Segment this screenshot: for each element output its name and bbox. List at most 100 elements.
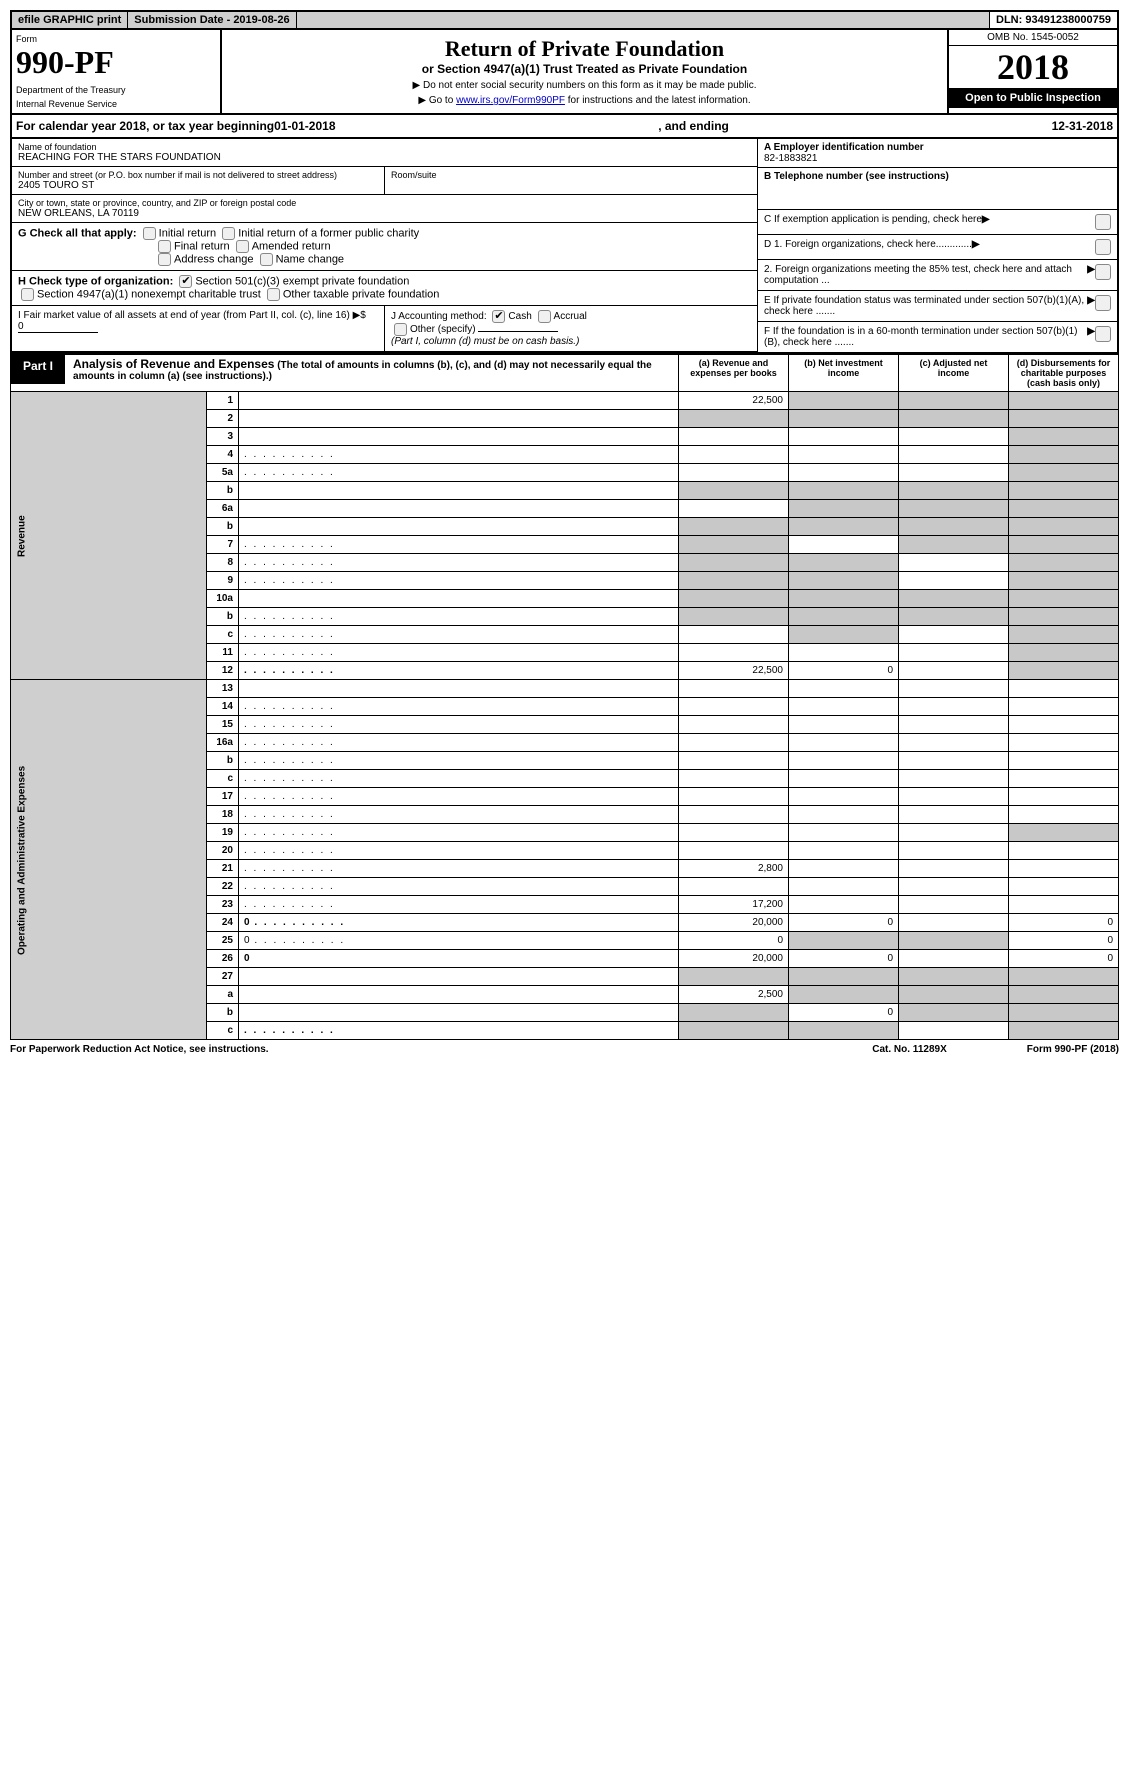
amount-cell <box>1009 716 1119 734</box>
tax-year: 2018 <box>949 46 1117 88</box>
chk-4947[interactable] <box>21 288 34 301</box>
chk-other-taxable[interactable] <box>267 288 280 301</box>
note-ssn: ▶ Do not enter social security numbers o… <box>228 80 941 91</box>
dept-treasury: Department of the Treasury <box>16 85 216 95</box>
chk-initial-former[interactable] <box>222 227 235 240</box>
amount-cell <box>1009 428 1119 446</box>
irs-link[interactable]: www.irs.gov/Form990PF <box>456 95 565 106</box>
part1-title: Analysis of Revenue and Expenses (The to… <box>65 355 678 384</box>
name-label: Name of foundation <box>18 142 751 152</box>
col-d-header: (d) Disbursements for charitable purpose… <box>1009 355 1119 392</box>
room-label: Room/suite <box>391 170 751 180</box>
amount-cell <box>1009 536 1119 554</box>
j-label: J Accounting method: <box>391 311 487 322</box>
amount-cell: 0 <box>1009 914 1119 932</box>
amount-cell <box>899 770 1009 788</box>
street-address: 2405 TOURO ST <box>18 180 378 191</box>
line-description <box>239 896 679 914</box>
calyear-pre: For calendar year 2018, or tax year begi… <box>16 119 274 133</box>
col-c-header: (c) Adjusted net income <box>899 355 1009 392</box>
ein-value: 82-1883821 <box>764 153 1111 164</box>
amount-cell <box>899 446 1009 464</box>
amount-cell <box>789 878 899 896</box>
amount-cell <box>899 1022 1009 1040</box>
line-number: 5a <box>207 464 239 482</box>
chk-accrual[interactable] <box>538 310 551 323</box>
amount-cell <box>899 482 1009 500</box>
amount-cell <box>789 500 899 518</box>
amount-cell <box>679 626 789 644</box>
line-description <box>239 824 679 842</box>
chk-d1[interactable] <box>1095 239 1111 255</box>
line-description <box>239 608 679 626</box>
line-description <box>239 464 679 482</box>
info-left: Name of foundation REACHING FOR THE STAR… <box>12 139 757 352</box>
line-description <box>239 662 679 680</box>
amount-cell <box>899 644 1009 662</box>
ein-label: A Employer identification number <box>764 142 1111 153</box>
footer-right: Form 990-PF (2018) <box>1027 1044 1119 1055</box>
amount-cell <box>789 788 899 806</box>
line-number: 14 <box>207 698 239 716</box>
line-description <box>239 446 679 464</box>
chk-initial-return[interactable] <box>143 227 156 240</box>
chk-name[interactable] <box>260 253 273 266</box>
amount-cell <box>1009 878 1119 896</box>
amount-cell <box>679 608 789 626</box>
chk-amended[interactable] <box>236 240 249 253</box>
amount-cell <box>899 464 1009 482</box>
note2-post: for instructions and the latest informat… <box>565 95 751 106</box>
omb-number: OMB No. 1545-0052 <box>949 30 1117 46</box>
opt-initial: Initial return <box>159 227 216 239</box>
amount-cell <box>789 572 899 590</box>
line-description: 0 <box>239 914 679 932</box>
amount-cell <box>1009 608 1119 626</box>
amount-cell <box>789 554 899 572</box>
line-description <box>239 878 679 896</box>
line-description <box>239 518 679 536</box>
note2-pre: ▶ Go to <box>418 95 456 106</box>
amount-cell <box>679 770 789 788</box>
opt-other-tax: Other taxable private foundation <box>283 288 440 300</box>
line-description <box>239 644 679 662</box>
amount-cell: 22,500 <box>679 662 789 680</box>
chk-c[interactable] <box>1095 214 1111 230</box>
line-number: 2 <box>207 410 239 428</box>
line-number: 11 <box>207 644 239 662</box>
table-row: Revenue122,500 <box>11 392 1119 410</box>
street-cell: Number and street (or P.O. box number if… <box>12 167 384 195</box>
chk-501c3[interactable] <box>179 275 192 288</box>
chk-d2[interactable] <box>1095 264 1111 280</box>
chk-f[interactable] <box>1095 326 1111 342</box>
line-number: 27 <box>207 968 239 986</box>
line-number: 17 <box>207 788 239 806</box>
form-number: 990-PF <box>16 44 216 81</box>
line-description: 0 <box>239 932 679 950</box>
chk-final[interactable] <box>158 240 171 253</box>
line-number: 6a <box>207 500 239 518</box>
amount-cell <box>1009 572 1119 590</box>
dln: DLN: 93491238000759 <box>990 12 1117 28</box>
amount-cell <box>1009 734 1119 752</box>
amount-cell <box>899 734 1009 752</box>
opt-501c3: Section 501(c)(3) exempt private foundat… <box>195 275 409 287</box>
chk-e[interactable] <box>1095 295 1111 311</box>
city-cell: City or town, state or province, country… <box>12 195 757 223</box>
amount-cell <box>899 680 1009 698</box>
amount-cell <box>679 554 789 572</box>
c-label: C If exemption application is pending, c… <box>764 214 982 225</box>
note-link: ▶ Go to www.irs.gov/Form990PF for instru… <box>228 95 941 106</box>
d2-item: 2. Foreign organizations meeting the 85%… <box>758 260 1117 291</box>
chk-other-acct[interactable] <box>394 323 407 336</box>
line-number: 10a <box>207 590 239 608</box>
amount-cell: 20,000 <box>679 950 789 968</box>
amount-cell <box>899 968 1009 986</box>
line-number: 19 <box>207 824 239 842</box>
room-cell: Room/suite <box>384 167 757 195</box>
amount-cell <box>789 464 899 482</box>
amount-cell: 20,000 <box>679 914 789 932</box>
chk-address[interactable] <box>158 253 171 266</box>
amount-cell <box>789 536 899 554</box>
header-center: Return of Private Foundation or Section … <box>222 30 947 113</box>
chk-cash[interactable] <box>492 310 505 323</box>
